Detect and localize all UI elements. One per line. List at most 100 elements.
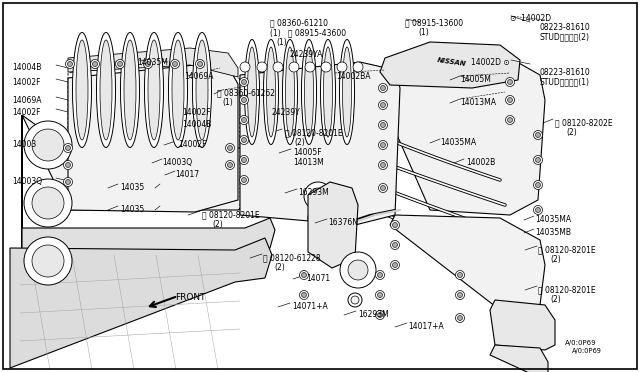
Circle shape xyxy=(24,237,72,285)
Circle shape xyxy=(289,62,299,72)
Circle shape xyxy=(65,180,70,185)
Text: (1): (1) xyxy=(276,38,287,47)
Circle shape xyxy=(381,186,385,190)
Circle shape xyxy=(241,138,246,142)
Circle shape xyxy=(534,205,543,215)
Text: Ⓑ 08120-8201E: Ⓑ 08120-8201E xyxy=(202,210,260,219)
Ellipse shape xyxy=(145,32,163,148)
Text: Ⓠ 08915-13600: Ⓠ 08915-13600 xyxy=(405,18,463,27)
Circle shape xyxy=(390,241,399,250)
Text: (1)   Ⓜ 08915-43600: (1) Ⓜ 08915-43600 xyxy=(270,28,346,37)
Circle shape xyxy=(381,142,385,148)
Ellipse shape xyxy=(196,40,208,140)
Ellipse shape xyxy=(100,40,112,140)
Circle shape xyxy=(227,163,232,167)
Text: 14013M: 14013M xyxy=(293,158,324,167)
Text: Ⓑ 08120-8201E: Ⓑ 08120-8201E xyxy=(285,128,342,137)
Ellipse shape xyxy=(321,39,335,144)
Text: FRONT: FRONT xyxy=(175,293,205,302)
Text: Ⓑ 08120-61228: Ⓑ 08120-61228 xyxy=(263,253,321,262)
Circle shape xyxy=(508,80,513,84)
Text: 14004B: 14004B xyxy=(12,63,42,72)
Circle shape xyxy=(273,62,283,72)
Circle shape xyxy=(304,182,332,210)
Circle shape xyxy=(145,61,150,67)
Text: 14002BA: 14002BA xyxy=(336,72,371,81)
Circle shape xyxy=(143,60,152,68)
Ellipse shape xyxy=(72,32,92,148)
Text: 08223-81610: 08223-81610 xyxy=(540,68,591,77)
Circle shape xyxy=(225,160,234,170)
Circle shape xyxy=(314,210,330,226)
Circle shape xyxy=(300,291,308,299)
Circle shape xyxy=(240,62,250,72)
Polygon shape xyxy=(10,238,272,368)
Circle shape xyxy=(239,155,248,164)
Circle shape xyxy=(378,100,387,109)
Circle shape xyxy=(378,121,387,129)
Circle shape xyxy=(390,221,399,230)
Text: 14002F: 14002F xyxy=(12,108,40,117)
Circle shape xyxy=(353,62,363,72)
Ellipse shape xyxy=(264,39,278,144)
Circle shape xyxy=(32,129,64,161)
Circle shape xyxy=(63,160,72,170)
Text: 14002F: 14002F xyxy=(178,140,207,149)
Text: 14002B: 14002B xyxy=(466,158,495,167)
Text: (2): (2) xyxy=(212,220,223,229)
Circle shape xyxy=(63,177,72,186)
Ellipse shape xyxy=(76,40,88,140)
Circle shape xyxy=(195,60,205,68)
Circle shape xyxy=(65,145,70,151)
Circle shape xyxy=(348,293,362,307)
Text: (2): (2) xyxy=(566,128,577,137)
Circle shape xyxy=(376,270,385,279)
Circle shape xyxy=(321,62,331,72)
Circle shape xyxy=(305,62,315,72)
Text: 14004B: 14004B xyxy=(182,120,211,129)
Circle shape xyxy=(508,118,513,122)
Circle shape xyxy=(536,183,541,187)
Circle shape xyxy=(65,163,70,167)
Text: A/0:0P69: A/0:0P69 xyxy=(572,348,602,354)
Circle shape xyxy=(65,60,74,68)
Circle shape xyxy=(458,292,463,298)
Polygon shape xyxy=(22,115,268,330)
Circle shape xyxy=(63,144,72,153)
Circle shape xyxy=(392,243,397,247)
Text: Ⓢ 08360-61262: Ⓢ 08360-61262 xyxy=(217,88,275,97)
Text: 14071: 14071 xyxy=(306,274,330,283)
Text: NISSAN: NISSAN xyxy=(437,57,467,67)
Circle shape xyxy=(24,179,72,227)
Ellipse shape xyxy=(168,32,188,148)
Circle shape xyxy=(198,61,202,67)
Circle shape xyxy=(173,61,177,67)
Circle shape xyxy=(90,60,99,68)
Circle shape xyxy=(310,188,326,204)
Text: 16293M: 16293M xyxy=(358,310,388,319)
Circle shape xyxy=(239,115,248,125)
Circle shape xyxy=(115,60,125,68)
Text: 14005F: 14005F xyxy=(293,148,322,157)
Text: (1): (1) xyxy=(418,28,429,37)
Text: 14069A: 14069A xyxy=(12,96,42,105)
Ellipse shape xyxy=(301,39,317,144)
Polygon shape xyxy=(375,55,545,215)
Ellipse shape xyxy=(248,47,257,137)
Ellipse shape xyxy=(305,47,314,137)
Circle shape xyxy=(301,292,307,298)
Circle shape xyxy=(118,61,122,67)
Circle shape xyxy=(456,270,465,279)
Circle shape xyxy=(239,96,248,105)
Circle shape xyxy=(392,263,397,267)
Circle shape xyxy=(241,157,246,163)
Circle shape xyxy=(534,180,543,189)
Circle shape xyxy=(241,118,246,122)
Ellipse shape xyxy=(193,32,211,148)
Text: 14069A: 14069A xyxy=(184,72,214,81)
Circle shape xyxy=(506,115,515,125)
Text: A/0:0P69: A/0:0P69 xyxy=(565,340,596,346)
Circle shape xyxy=(376,291,385,299)
Text: 16376N: 16376N xyxy=(328,218,358,227)
Text: 08223-81610: 08223-81610 xyxy=(540,23,591,32)
